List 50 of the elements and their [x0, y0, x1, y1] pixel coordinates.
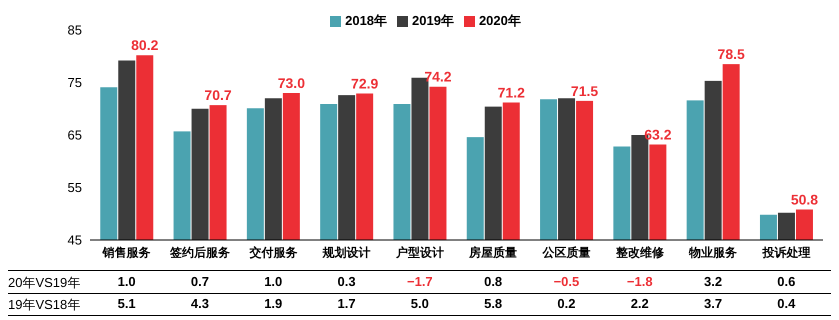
- x-tick-label: 规划设计: [322, 246, 371, 260]
- text: 3.7: [703, 296, 724, 311]
- data-label: 78.5: [718, 46, 745, 62]
- text: 5.1: [116, 296, 137, 311]
- y-tick-label: 55: [68, 180, 82, 196]
- data-label: 71.2: [498, 84, 526, 100]
- x-tick-label: 房屋质量: [468, 246, 518, 260]
- x-tick-label: 物业服务: [688, 246, 738, 260]
- text: 0.7: [190, 274, 210, 289]
- text: 0.2: [556, 296, 576, 311]
- data-label: 73.0: [278, 75, 306, 91]
- data-label: 71.5: [570, 82, 598, 99]
- x-tick-label: 销售服务: [102, 246, 151, 260]
- text: −0.5: [552, 274, 580, 289]
- x-tick-label: 整改维修: [614, 246, 665, 260]
- y-tick-label: 65: [68, 128, 82, 143]
- y-tick-label: 75: [68, 75, 82, 90]
- legend-label: 2018年: [345, 13, 388, 28]
- legend-label: 2020年: [478, 13, 521, 28]
- x-tick-label: 公区质量: [541, 246, 590, 260]
- text: 0.6: [776, 274, 796, 289]
- x-tick-label: 投诉处理: [761, 246, 810, 260]
- data-label: 50.8: [790, 192, 818, 208]
- text: 1.0: [116, 274, 137, 289]
- data-label: 72.9: [351, 76, 378, 92]
- data-label: 80.2: [131, 37, 159, 54]
- text: 4.3: [190, 296, 210, 311]
- y-tick-label: 45: [68, 232, 82, 248]
- text: 19年VS18年: [8, 296, 80, 314]
- text: 1.9: [263, 296, 284, 311]
- text: 5.0: [410, 296, 430, 311]
- text: 3.2: [703, 274, 724, 289]
- text: −1.7: [406, 274, 434, 289]
- x-tick-label: 户型设计: [394, 246, 444, 260]
- text: 20年VS19年: [8, 274, 80, 292]
- text: 5.8: [483, 296, 504, 311]
- text: 2.2: [630, 296, 650, 311]
- text: 0.8: [483, 274, 504, 289]
- y-tick-label: 85: [68, 22, 82, 38]
- text: 0.3: [336, 274, 357, 289]
- data-label: 63.2: [644, 126, 672, 142]
- x-tick-label: 交付服务: [248, 246, 298, 260]
- data-label: 74.2: [424, 68, 452, 85]
- text: −1.8: [626, 274, 654, 289]
- text: 1.7: [336, 296, 357, 311]
- x-tick-label: 签约后服务: [168, 246, 230, 260]
- text: 1.0: [263, 274, 284, 289]
- data-label: 70.7: [204, 87, 232, 104]
- text: 0.4: [776, 296, 796, 311]
- legend-label: 2019年: [412, 13, 454, 28]
